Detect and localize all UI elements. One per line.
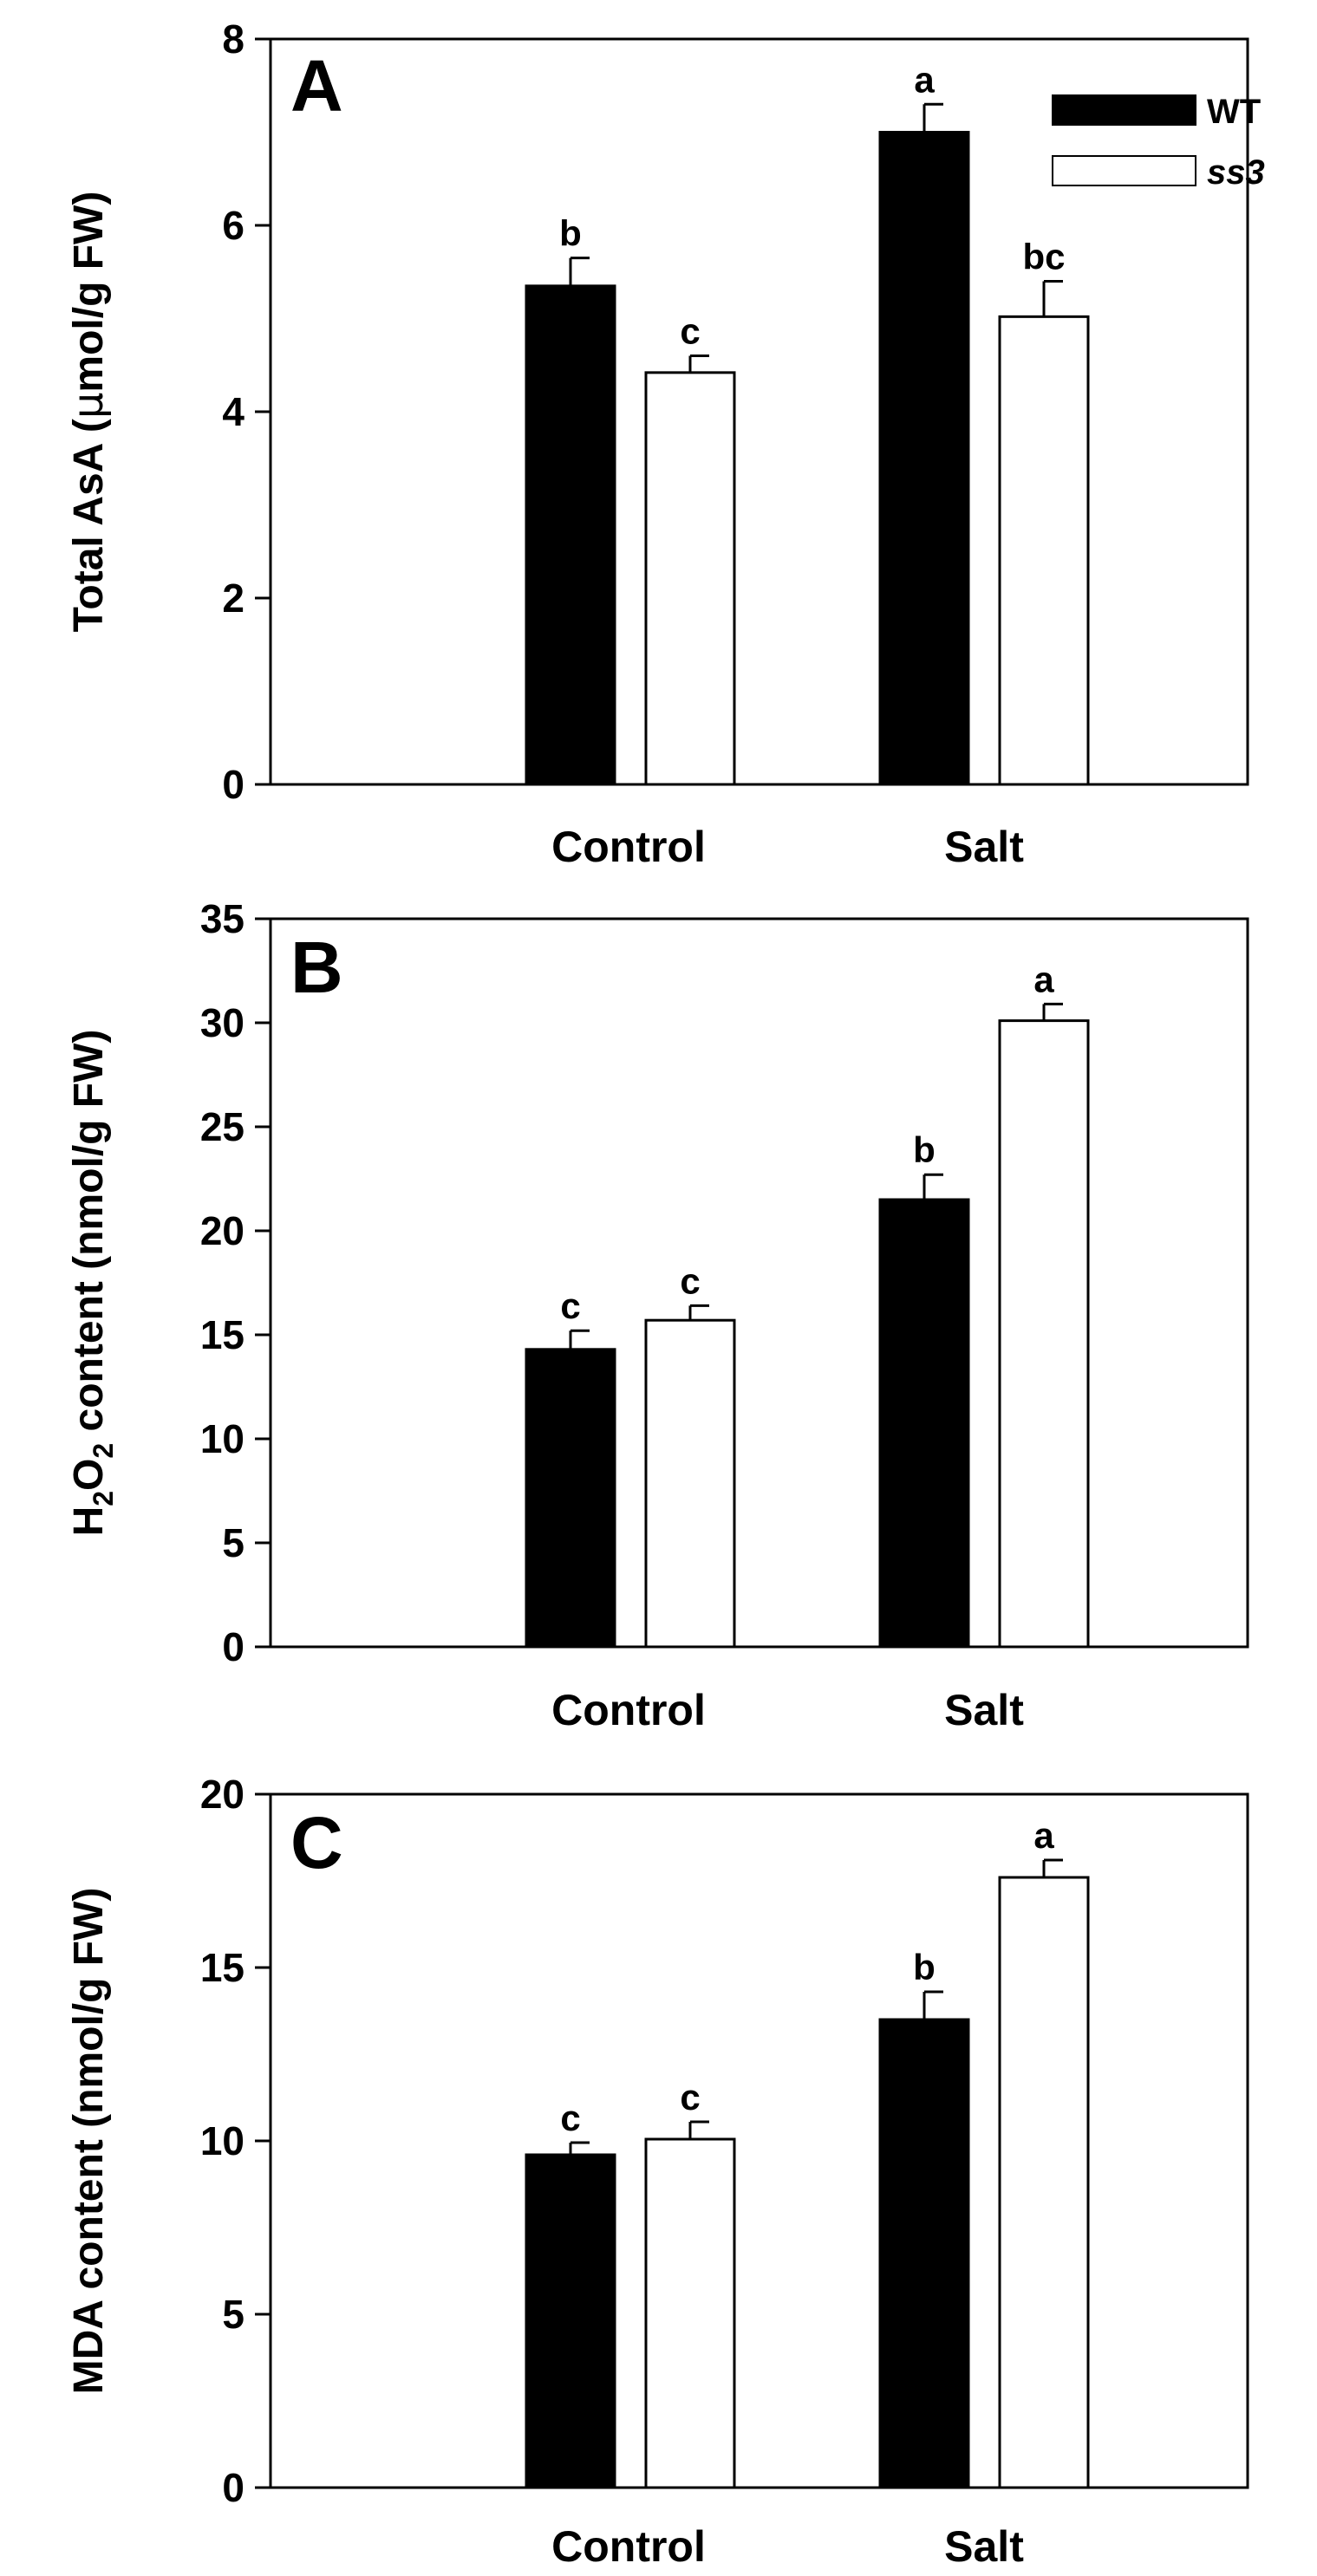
panel-c-sig-wt-control: c: [560, 2098, 580, 2138]
panel-b-frame: [269, 917, 1249, 1649]
panel-c-bar-wt-control: [525, 2153, 616, 2489]
panel-c-bars: c b c a: [525, 1815, 1090, 2489]
panel-a-ticks: 0 2 4 6 8: [222, 16, 271, 807]
panel-b-ytick-label-3: 15: [200, 1312, 244, 1357]
panel-b-ylabel-sub-1: 2: [88, 1491, 119, 1506]
panel-b: B H2O2 content (nmol/g FW) 0510152025303…: [66, 896, 1249, 1734]
panel-b-ylabel: H2O2 content (nmol/g FW): [66, 1030, 119, 1537]
panel-c-ytick-label-0: 0: [222, 2465, 244, 2510]
panel-a-ytick-label-0: 0: [222, 762, 244, 807]
panel-a-sig-ss3-salt: bc: [1022, 237, 1065, 277]
panel-b-bar-wt-control: [525, 1348, 616, 1649]
panel-c-frame: [269, 1792, 1249, 2489]
svg-text:H2O2 content (nmol/g FW): H2O2 content (nmol/g FW): [66, 1030, 119, 1537]
legend-swatch-wt: [1052, 94, 1196, 126]
legend-swatch-ss3: [1052, 155, 1196, 186]
panel-b-ytick-label-2: 10: [200, 1416, 244, 1461]
panel-a: A Total AsA (μmol/g FW) 0 2 4 6 8 b a c bc Cont…: [64, 16, 1265, 871]
panel-a-ytick-label-4: 8: [222, 16, 244, 62]
panel-c-sig-ss3-salt: a: [1033, 1815, 1054, 1856]
panel-b-ticks: 0 5 10 15 20 25 30 35: [200, 896, 271, 1669]
panel-a-label: A: [290, 45, 343, 127]
panel-a-cat-salt: Salt: [944, 823, 1024, 871]
panel-c-categories: Control Salt: [551, 2522, 1024, 2571]
panel-b-bar-ss3-control: [644, 1318, 736, 1649]
panel-a-ylabel: Total AsA (μmol/g FW): [64, 192, 113, 633]
panel-b-ytick-label-4: 20: [200, 1208, 244, 1253]
panel-c-cat-control: Control: [551, 2522, 706, 2571]
panel-c-ylabel-text: MDA content (nmol/g FW): [66, 1888, 112, 2395]
panel-b-sig-ss3-control: c: [680, 1260, 700, 1301]
panel-a-sig-ss3-control: c: [680, 311, 700, 352]
panel-c-sig-ss3-control: c: [680, 2077, 700, 2117]
panel-c-ytick-label-3: 15: [200, 1945, 244, 1990]
panel-a-ytick-label-2: 4: [222, 389, 244, 434]
panel-a-bar-ss3-salt: [998, 315, 1090, 786]
panel-b-cat-control: Control: [551, 1686, 706, 1734]
panel-c-ytick-label-2: 10: [200, 2118, 244, 2163]
legend-label-wt: WT: [1207, 93, 1261, 131]
panel-c-ticks: 0 5 10 15 20: [200, 1772, 271, 2510]
panel-a-bar-wt-salt: [878, 131, 970, 786]
legend: WT ss3: [1052, 93, 1265, 192]
panel-b-bars: c b c a: [525, 959, 1090, 1649]
panel-c-cat-salt: Salt: [944, 2522, 1024, 2571]
panel-a-bar-wt-control: [525, 284, 616, 786]
panel-b-ytick-label-0: 0: [222, 1624, 244, 1669]
panel-a-sig-wt-control: b: [559, 213, 582, 254]
panel-a-categories: Control Salt: [551, 823, 1024, 871]
panel-b-ylabel-o: O: [66, 1459, 112, 1491]
legend-label-ss3: ss3: [1207, 153, 1265, 192]
panel-c-label: C: [290, 1802, 343, 1883]
panel-a-bar-ss3-control: [644, 371, 736, 786]
panel-c-bar-ss3-control: [644, 2137, 736, 2489]
panel-b-bar-ss3-salt: [998, 1019, 1090, 1649]
panel-a-cat-control: Control: [551, 823, 706, 871]
panel-b-ylabel-sub-2: 2: [88, 1443, 119, 1459]
panel-b-ytick-label-6: 30: [200, 1000, 244, 1045]
panel-b-ylabel-rest: content (nmol/g FW): [66, 1030, 112, 1443]
panel-b-label: B: [290, 927, 343, 1008]
panel-a-ylabel-mu: μ: [64, 393, 113, 420]
panel-a-ytick-label-1: 2: [222, 576, 244, 621]
panel-b-categories: Control Salt: [551, 1686, 1024, 1734]
panel-a-sig-wt-salt: a: [914, 59, 935, 100]
svg-text:Total AsA (μmol/g FW): Total AsA (μmol/g FW): [64, 192, 113, 633]
panel-a-bars: b a c bc: [525, 59, 1090, 786]
panel-c-ylabel: MDA content (nmol/g FW): [66, 1888, 112, 2395]
panel-b-sig-wt-control: c: [560, 1285, 580, 1326]
panel-b-sig-ss3-salt: a: [1033, 959, 1054, 999]
panel-b-bar-wt-salt: [878, 1198, 970, 1649]
panel-b-cat-salt: Salt: [944, 1686, 1024, 1734]
panel-b-sig-wt-salt: b: [913, 1129, 936, 1170]
panel-a-frame: [269, 37, 1249, 786]
panel-c-bar-ss3-salt: [998, 1876, 1090, 2489]
panel-c-bar-wt-salt: [878, 2018, 970, 2489]
panel-b-ylabel-h: H: [66, 1506, 112, 1537]
panel-a-ytick-label-3: 6: [222, 203, 244, 248]
panel-c-ytick-label-1: 5: [222, 2292, 244, 2337]
panel-b-ytick-label-1: 5: [222, 1520, 244, 1565]
panel-b-ytick-label-5: 25: [200, 1104, 244, 1149]
panel-b-ytick-label-7: 35: [200, 896, 244, 941]
panel-a-ylabel-part-2: mol/g FW): [66, 192, 112, 393]
panel-c-sig-wt-salt: b: [913, 1947, 936, 1987]
panel-c-ytick-label-4: 20: [200, 1772, 244, 1817]
panel-a-ylabel-part-0: Total AsA (: [66, 419, 112, 632]
